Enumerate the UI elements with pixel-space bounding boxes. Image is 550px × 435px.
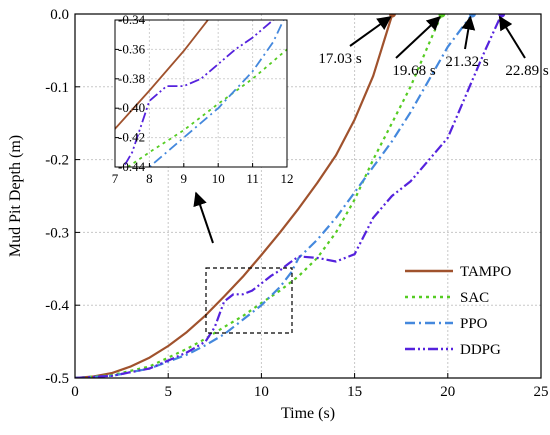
annotation-label: 21.32 s <box>445 54 489 70</box>
annotation-arrow <box>498 15 526 59</box>
annotation-arrow <box>461 15 476 50</box>
inset-y-tick-label: -0.42 <box>118 130 145 145</box>
series-line-ddpg <box>75 14 503 378</box>
inset-x-tick-label: 12 <box>281 171 294 186</box>
inset-y-tick-label: -0.36 <box>118 41 146 56</box>
y-tick-label: -0.1 <box>45 80 69 96</box>
annotation-label: 17.03 s <box>318 51 362 67</box>
plot-frame <box>74 13 542 379</box>
inset-frame <box>114 19 288 168</box>
x-axis-title: Time (s) <box>281 405 335 422</box>
annotation-arrow <box>349 16 392 47</box>
y-tick-label: -0.2 <box>45 153 69 169</box>
inset-series-line-tampo <box>115 20 210 131</box>
x-tick-label: 25 <box>534 384 549 400</box>
inset-x-tick-label: 7 <box>112 171 119 186</box>
inset-y-tick-label: -0.34 <box>118 12 146 27</box>
series-line-tampo <box>75 14 394 378</box>
annotation-arrow <box>395 16 441 59</box>
inset-y-tick-label: -0.44 <box>118 159 146 174</box>
inset-y-tick-label: -0.38 <box>118 71 145 86</box>
y-axis-title: Mud Pit Depth (m) <box>7 135 24 257</box>
main-series <box>75 14 506 378</box>
inset-y-tick-label: -0.40 <box>118 100 145 115</box>
zoom-region-box <box>205 267 293 334</box>
legend-label: PPO <box>460 316 488 332</box>
legend-label: DDPG <box>460 342 501 358</box>
y-tick-label: -0.5 <box>45 371 69 387</box>
inset-x-tick-label: 9 <box>181 171 188 186</box>
y-tick-label: -0.4 <box>45 298 69 314</box>
main-ticks: 0 5 10 15 20 25 0.0 -0.1 -0.2 -0.3 -0.4 -0.5 <box>45 7 548 400</box>
y-tick-label: -0.3 <box>45 225 69 241</box>
inset-grid <box>115 20 287 167</box>
series-line-sac <box>75 14 443 378</box>
inset-ticks: 7 8 9 10 11 12 -0.34 -0.36 -0.38 -0.40 -0.42 -0.44 <box>112 12 294 186</box>
x-tick-label: 5 <box>164 384 172 400</box>
inset-x-tick-label: 8 <box>146 171 153 186</box>
inset-series-line-sac <box>126 48 287 167</box>
inset-series <box>115 20 287 167</box>
inset-series-line-ppo <box>147 20 285 167</box>
inset-x-tick-label: 11 <box>246 171 259 186</box>
x-tick-label: 10 <box>254 384 269 400</box>
inset-x-tick-label: 10 <box>212 171 225 186</box>
legend-label: TAMPO <box>460 264 511 280</box>
zoom-arrow <box>193 191 214 244</box>
series-line-ppo <box>75 14 474 378</box>
x-tick-label: 20 <box>440 384 455 400</box>
x-tick-label: 0 <box>71 384 79 400</box>
annotation-label: 19.68 s <box>392 63 436 79</box>
inset-background <box>115 20 287 167</box>
legend: TAMPO SAC PPO DDPG <box>405 264 511 358</box>
time-annotations: 17.03 s 19.68 s 21.32 s 22.89 s <box>318 15 549 79</box>
x-tick-label: 15 <box>347 384 362 400</box>
main-grid <box>75 14 541 378</box>
annotation-label: 22.89 s <box>505 63 549 79</box>
y-tick-label: 0.0 <box>50 7 69 23</box>
legend-label: SAC <box>460 290 489 306</box>
